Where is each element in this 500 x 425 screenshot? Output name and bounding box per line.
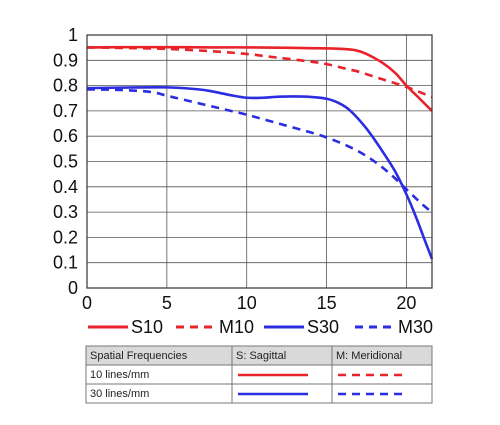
y-tick-label: 0.2 (53, 227, 78, 247)
legend: S10 M10 S30 M30 (88, 317, 433, 337)
legend-table: Spatial Frequencies S: Sagittal M: Merid… (85, 345, 433, 404)
table-row-label-30: 30 lines/mm (90, 388, 149, 400)
y-tick-label: 0.7 (53, 101, 78, 121)
y-tick-labels: 0 0.1 0.2 0.3 0.4 0.5 0.6 0.7 0.8 0.9 1 (53, 25, 78, 298)
x-tick-label: 5 (162, 293, 172, 313)
series-line-s10 (86, 45, 433, 112)
table-row-label-10: 10 lines/mm (90, 369, 149, 381)
x-tick-label: 15 (317, 293, 337, 313)
table-header-sagittal: S: Sagittal (236, 350, 286, 362)
series-line-m30 (86, 88, 433, 214)
plot-frame (86, 34, 433, 289)
axes-layer (86, 34, 433, 289)
table-header-meridional: M: Meridional (336, 350, 402, 362)
y-tick-label: 0.6 (53, 126, 78, 146)
y-tick-label: 0 (68, 278, 78, 298)
x-tick-label: 10 (237, 293, 257, 313)
table-header-frequencies: Spatial Frequencies (90, 350, 188, 362)
y-tick-label: 0.3 (53, 202, 78, 222)
table-header-background (86, 346, 432, 365)
legend-label-s10: S10 (131, 317, 163, 337)
y-tick-label: 0.1 (53, 253, 78, 273)
series-layer (86, 45, 434, 260)
legend-label-s30: S30 (307, 317, 339, 337)
legend-label-m30: M30 (398, 317, 433, 337)
y-tick-label: 0.5 (53, 152, 78, 172)
y-tick-label: 0.8 (53, 76, 78, 96)
series-line-m10 (86, 46, 433, 99)
x-tick-label: 20 (396, 293, 416, 313)
y-tick-label: 0.9 (53, 50, 78, 70)
x-tick-labels: 0 5 10 15 20 (82, 293, 416, 313)
table-border (85, 345, 433, 404)
legend-label-m10: M10 (219, 317, 254, 337)
y-tick-label: 0.4 (53, 177, 78, 197)
x-tick-label: 0 (82, 293, 92, 313)
y-tick-label: 1 (68, 25, 78, 45)
